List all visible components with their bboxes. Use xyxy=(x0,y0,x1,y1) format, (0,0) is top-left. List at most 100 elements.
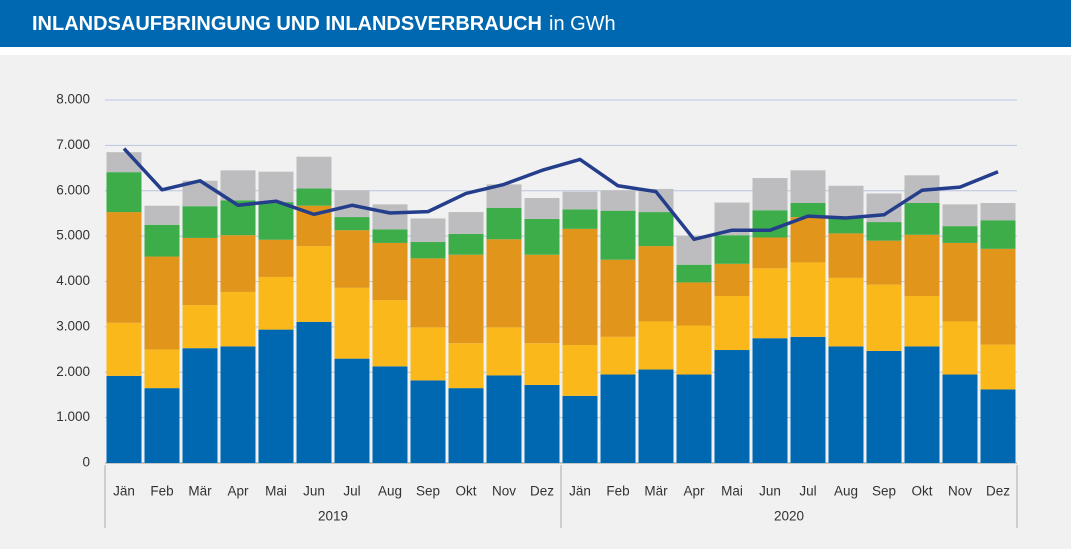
bar-segment xyxy=(258,239,294,277)
bar-segment xyxy=(220,235,256,292)
bar-segment xyxy=(334,287,370,359)
x-tick-label: Okt xyxy=(911,484,932,499)
y-tick-label: 2.000 xyxy=(56,364,90,379)
bar-segment xyxy=(372,366,408,463)
bar-segment xyxy=(752,210,788,238)
bar-segment xyxy=(448,254,484,344)
bar-segment xyxy=(372,300,408,367)
bar-segment xyxy=(182,206,218,238)
bar-segment xyxy=(942,242,978,322)
bar-segment xyxy=(790,203,826,218)
bar-segment xyxy=(638,369,674,463)
bar-segment xyxy=(714,296,750,351)
bar-segment xyxy=(828,233,864,278)
bar-segment xyxy=(980,248,1016,345)
bar-segment xyxy=(828,185,864,218)
bar-segment xyxy=(600,259,636,337)
bar-segment xyxy=(942,374,978,463)
bar-segment xyxy=(980,203,1016,221)
y-tick-label: 6.000 xyxy=(56,182,90,197)
bar-segment xyxy=(752,338,788,463)
bar-segment xyxy=(182,237,218,306)
bar-segment xyxy=(258,171,294,203)
bar-segment xyxy=(828,217,864,234)
bar-segment xyxy=(106,212,142,323)
x-tick-label: Mai xyxy=(265,484,287,499)
x-tick-label: Jul xyxy=(799,484,816,499)
bar-segment xyxy=(486,207,522,240)
x-tick-label: Jun xyxy=(759,484,781,499)
bar-segment xyxy=(334,358,370,463)
bar-segment xyxy=(676,325,712,375)
bar-segment xyxy=(258,276,294,330)
bar-segment xyxy=(942,204,978,227)
bar-segment xyxy=(410,327,446,381)
x-tick-label: Nov xyxy=(492,484,516,499)
bar-segment xyxy=(828,277,864,347)
bar-segment xyxy=(106,375,142,463)
bar-segment xyxy=(524,343,560,385)
bar-segment xyxy=(638,212,674,247)
bar-segment xyxy=(866,222,902,241)
bar-segment xyxy=(144,349,180,389)
x-tick-label: Feb xyxy=(150,484,173,499)
bar-segment xyxy=(904,234,940,297)
bar-segment xyxy=(296,246,332,322)
bar-segment xyxy=(296,321,332,463)
bar-segment xyxy=(866,350,902,463)
bar-segment xyxy=(904,346,940,463)
x-tick-label: Mai xyxy=(721,484,743,499)
bar-segment xyxy=(372,204,408,230)
bar-segment xyxy=(676,264,712,283)
chart-title: INLANDSAUFBRINGUNG UND INLANDSVERBRAUCH xyxy=(32,13,542,35)
bar-segment xyxy=(372,242,408,301)
x-tick-label: Mär xyxy=(188,484,212,499)
bar-segment xyxy=(600,336,636,375)
bar-segment xyxy=(334,230,370,288)
bar-segment xyxy=(904,203,940,235)
bar-segment xyxy=(372,229,408,243)
bar-segment xyxy=(144,256,180,350)
bar-segment xyxy=(220,291,256,347)
bar-segment xyxy=(562,191,598,210)
bar-segment xyxy=(980,389,1016,463)
bar-segment xyxy=(752,268,788,339)
header-title: INLANDSAUFBRINGUNG UND INLANDSVERBRAUCH i… xyxy=(32,13,616,35)
x-tick-label: Feb xyxy=(606,484,629,499)
bar-segment xyxy=(486,184,522,208)
bar-segment xyxy=(448,388,484,463)
bar-segment xyxy=(296,156,332,189)
bar-segment xyxy=(524,254,560,344)
bar-segment xyxy=(790,217,826,263)
bar-segment xyxy=(448,212,484,234)
y-tick-label: 7.000 xyxy=(56,137,90,152)
bar-segment xyxy=(790,262,826,337)
bar-segment xyxy=(486,239,522,328)
bar-segment xyxy=(410,380,446,463)
bar-segment xyxy=(296,188,332,206)
x-tick-label: Aug xyxy=(834,484,858,499)
bar-segment xyxy=(752,178,788,211)
bar-segment xyxy=(866,240,902,285)
year-label: 2020 xyxy=(774,509,804,524)
bar-segment xyxy=(562,209,598,229)
bar-segment xyxy=(334,217,370,231)
bar-segment xyxy=(714,235,750,264)
x-tick-label: Okt xyxy=(455,484,476,499)
bar-segment xyxy=(524,198,560,219)
x-tick-label: Mär xyxy=(644,484,668,499)
bar-segment xyxy=(106,172,142,213)
bar-segment xyxy=(790,170,826,204)
bar-segment xyxy=(410,258,446,328)
bar-segment xyxy=(790,336,826,463)
x-tick-label: Jul xyxy=(343,484,360,499)
x-tick-label: Apr xyxy=(227,484,249,499)
line-series xyxy=(122,147,999,242)
bar-segment xyxy=(182,348,218,463)
x-tick-label: Apr xyxy=(683,484,705,499)
bar-segment xyxy=(676,282,712,326)
bar-segment xyxy=(828,346,864,463)
x-tick-label: Jän xyxy=(569,484,591,499)
bar-segment xyxy=(562,228,598,346)
